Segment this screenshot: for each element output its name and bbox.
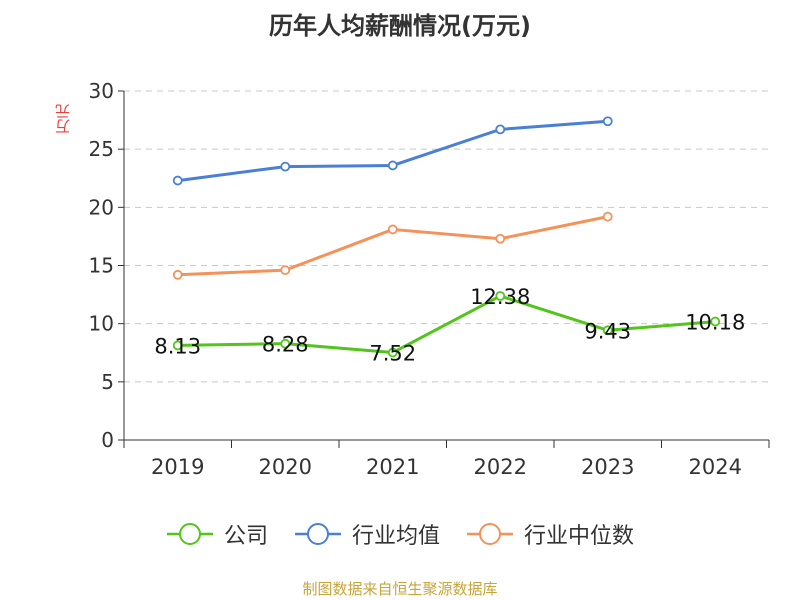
data-label: 10.18 xyxy=(685,311,745,335)
legend-label: 公司 xyxy=(223,524,268,549)
x-tick-label: 2024 xyxy=(689,455,742,479)
legend-circle xyxy=(178,523,201,545)
legend-line-marker-icon xyxy=(166,523,213,545)
data-point xyxy=(387,160,398,171)
legend-label: 行业均值 xyxy=(351,524,440,549)
series-lines xyxy=(172,116,721,358)
legend-circle xyxy=(306,523,329,545)
series-line-1 xyxy=(177,119,608,183)
legend-line-marker-icon xyxy=(467,523,513,545)
y-tick-label: 25 xyxy=(89,137,114,161)
data-point xyxy=(495,233,506,244)
legend-item[interactable]: 公司 xyxy=(166,518,268,550)
legend: 公司 行业均值 行业中位数 xyxy=(0,518,800,550)
x-tick-label: 2022 xyxy=(474,455,527,479)
gridlines xyxy=(124,90,769,383)
data-point xyxy=(710,316,721,327)
data-label: 8.13 xyxy=(154,334,201,358)
data-labels: 8.13 8.28 7.52 12.38 9.43 10.18 xyxy=(154,285,745,366)
data-point xyxy=(602,116,613,127)
x-tick-label: 2023 xyxy=(581,455,634,479)
data-point xyxy=(495,124,506,135)
data-point xyxy=(172,340,183,351)
source-note: 制图数据来自恒生聚源数据库 xyxy=(302,580,498,598)
data-point xyxy=(387,224,398,235)
y-tick-label: 10 xyxy=(89,312,114,336)
data-point xyxy=(387,347,398,358)
data-point xyxy=(495,291,506,301)
y-tick-label: 5 xyxy=(101,370,114,394)
legend-circle xyxy=(479,523,501,545)
legend-item[interactable]: 行业均值 xyxy=(294,518,440,550)
series-line-0 xyxy=(177,294,716,355)
data-point xyxy=(280,265,291,276)
axes: 0 5 10 15 20 25 30 2019 2020 2021 2022 2023 2024 xyxy=(89,79,770,479)
y-tick-label: 15 xyxy=(89,254,114,278)
data-point xyxy=(172,175,183,186)
y-tick-label: 0 xyxy=(101,428,114,452)
data-point xyxy=(280,161,291,172)
legend-label: 行业中位数 xyxy=(524,524,635,549)
data-label: 8.28 xyxy=(262,333,309,357)
data-label: 7.52 xyxy=(369,342,416,366)
x-tick-label: 2021 xyxy=(366,455,419,479)
data-point xyxy=(172,269,183,280)
legend-line-marker-icon xyxy=(294,523,341,545)
data-point xyxy=(280,338,291,349)
x-tick-label: 2020 xyxy=(259,455,312,479)
x-tick-label: 2019 xyxy=(151,455,204,479)
y-tick-label: 30 xyxy=(89,79,114,103)
chart-title: 历年人均薪酬情况(万元) xyxy=(269,12,531,40)
legend-item[interactable]: 行业中位数 xyxy=(466,518,634,550)
y-tick-label: 20 xyxy=(89,195,114,219)
data-point xyxy=(602,211,613,222)
data-label: 12.38 xyxy=(470,285,530,309)
data-point xyxy=(602,325,613,336)
data-label: 9.43 xyxy=(584,319,631,343)
